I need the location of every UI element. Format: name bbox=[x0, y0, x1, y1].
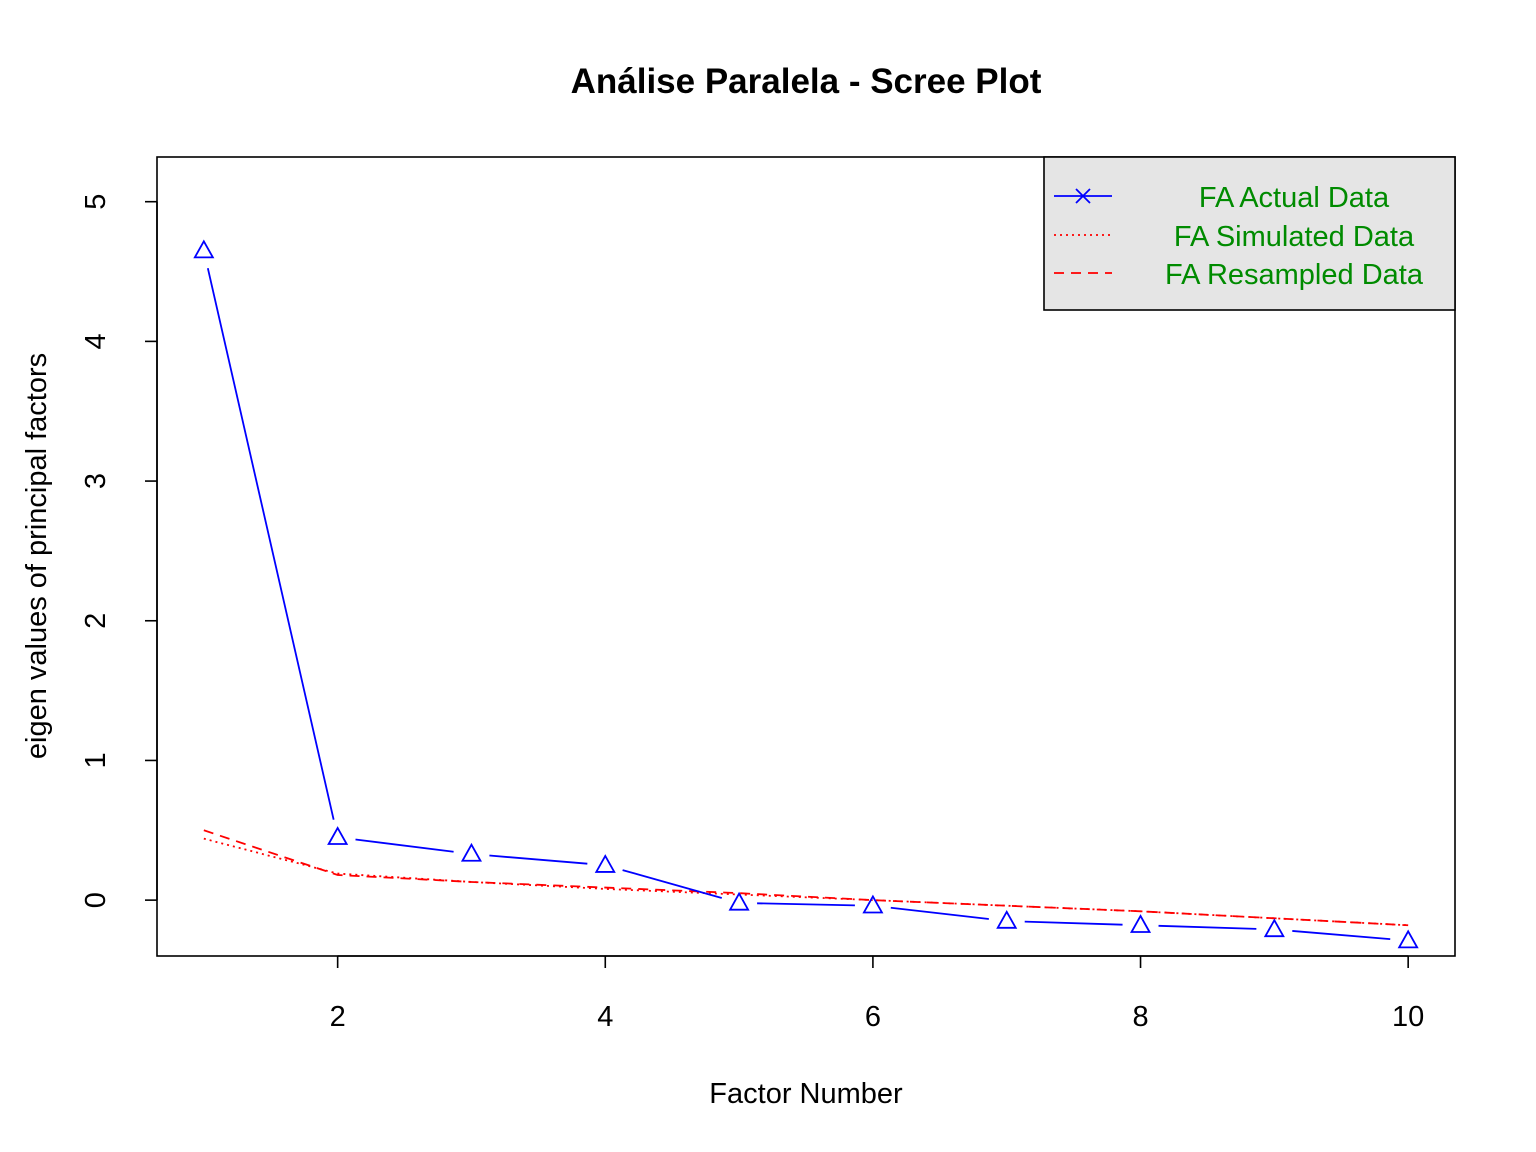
y-tick-label: 0 bbox=[80, 892, 112, 908]
data-point-fa-actual-data bbox=[996, 909, 1018, 929]
y-tick-label: 4 bbox=[80, 333, 112, 349]
x-tick-label: 6 bbox=[865, 1001, 881, 1033]
legend-label-fa-simulated-data: FA Simulated Data bbox=[1174, 221, 1415, 253]
x-tick-label: 2 bbox=[330, 1001, 346, 1033]
y-tick-label: 1 bbox=[80, 752, 112, 768]
data-point-fa-actual-data bbox=[862, 894, 884, 914]
legend-label-fa-resampled-data: FA Resampled Data bbox=[1165, 259, 1424, 291]
series-segment-fa-actual-data bbox=[206, 267, 335, 820]
series-layer bbox=[193, 239, 1419, 949]
data-point-fa-actual-data bbox=[193, 239, 215, 259]
chart-title: Análise Paralela - Scree Plot bbox=[571, 62, 1042, 101]
x-tick-label: 8 bbox=[1132, 1001, 1148, 1033]
series-segment-fa-actual-data bbox=[622, 869, 723, 899]
y-axis: 0 1 2 3 4 5 bbox=[80, 194, 158, 908]
series-line-fa-simulated-data bbox=[203, 837, 1409, 927]
data-point-fa-actual-data bbox=[594, 854, 616, 873]
y-axis-label: eigen values of principal factors bbox=[21, 353, 53, 759]
series-segment-fa-actual-data bbox=[890, 906, 989, 920]
series-line-fa-resampled-data bbox=[203, 829, 1409, 927]
series-segment-fa-actual-data bbox=[1292, 930, 1391, 941]
y-tick-label: 2 bbox=[80, 613, 112, 629]
legend: FA Actual Data FA Simulated Data FA Resamp… bbox=[1043, 156, 1456, 311]
data-point-fa-actual-data bbox=[1397, 929, 1419, 949]
legend-box bbox=[1043, 156, 1456, 311]
series-segment-fa-actual-data bbox=[1024, 920, 1123, 926]
x-tick-label: 4 bbox=[597, 1001, 613, 1033]
data-point-fa-actual-data bbox=[1129, 914, 1152, 933]
x-axis: 2 4 6 8 10 bbox=[330, 955, 1424, 1033]
data-point-fa-actual-data bbox=[1263, 918, 1285, 938]
y-tick-label: 3 bbox=[80, 473, 112, 489]
x-tick-label: 10 bbox=[1392, 1001, 1424, 1033]
x-axis-label: Factor Number bbox=[709, 1078, 903, 1110]
series-segment-fa-actual-data bbox=[489, 854, 588, 865]
series-segment-fa-actual-data bbox=[355, 838, 454, 853]
legend-marker-fa-actual-data bbox=[1075, 188, 1091, 204]
data-point-fa-actual-data bbox=[728, 891, 750, 911]
series-segment-fa-actual-data bbox=[757, 902, 855, 907]
y-tick-label: 5 bbox=[80, 194, 112, 210]
legend-label-fa-actual-data: FA Actual Data bbox=[1199, 182, 1390, 214]
data-point-fa-actual-data bbox=[460, 842, 483, 862]
data-point-fa-actual-data bbox=[327, 826, 349, 845]
series-segment-fa-actual-data bbox=[1158, 924, 1257, 930]
